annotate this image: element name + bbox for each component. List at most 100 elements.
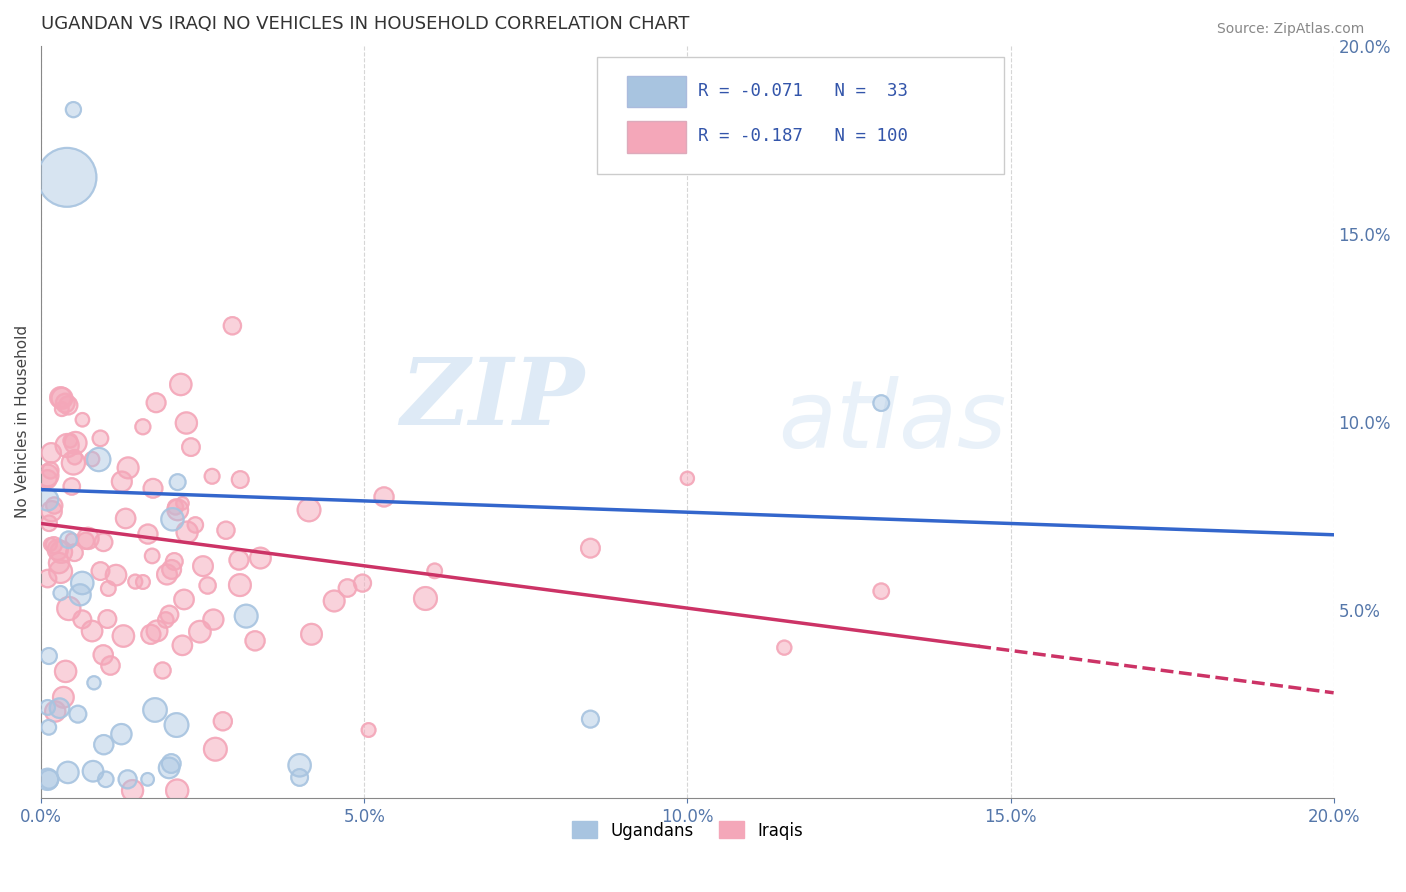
Point bbox=[51, 402, 73, 417]
Point bbox=[211, 714, 233, 729]
Text: R = -0.187   N = 100: R = -0.187 N = 100 bbox=[697, 127, 908, 145]
Point bbox=[202, 613, 225, 627]
Point bbox=[63, 546, 86, 560]
Point bbox=[91, 648, 114, 662]
Point bbox=[201, 469, 224, 483]
Point bbox=[197, 578, 219, 592]
Point bbox=[49, 565, 72, 579]
Point bbox=[352, 576, 374, 591]
Point bbox=[288, 771, 311, 785]
Point bbox=[82, 764, 104, 779]
Point bbox=[39, 446, 62, 460]
Point bbox=[415, 591, 437, 606]
Point bbox=[579, 541, 602, 556]
Point bbox=[110, 727, 132, 741]
Point bbox=[191, 559, 214, 574]
Point bbox=[37, 772, 59, 787]
Point bbox=[166, 503, 188, 517]
Point bbox=[676, 471, 699, 485]
Point bbox=[142, 481, 165, 495]
Point bbox=[170, 377, 193, 392]
Point bbox=[55, 665, 77, 679]
Point bbox=[157, 761, 180, 775]
Point bbox=[44, 705, 66, 719]
Point bbox=[180, 440, 202, 454]
Point bbox=[228, 553, 250, 567]
Point bbox=[166, 503, 188, 517]
Point bbox=[111, 475, 134, 489]
Point bbox=[83, 675, 105, 690]
Point bbox=[72, 612, 94, 626]
Point bbox=[72, 413, 94, 427]
Point bbox=[44, 499, 66, 513]
Point bbox=[56, 170, 79, 185]
Point bbox=[143, 703, 166, 717]
Point bbox=[56, 765, 79, 780]
Point bbox=[579, 541, 602, 556]
Point bbox=[44, 499, 66, 513]
Point bbox=[136, 772, 159, 787]
Point bbox=[48, 556, 70, 570]
Point bbox=[141, 549, 163, 563]
Point bbox=[94, 772, 117, 787]
Point bbox=[82, 764, 104, 779]
Point bbox=[152, 664, 174, 678]
Point bbox=[49, 391, 72, 405]
Point bbox=[180, 440, 202, 454]
Point bbox=[136, 772, 159, 787]
Point bbox=[357, 723, 380, 737]
Point bbox=[58, 398, 80, 412]
Point bbox=[38, 516, 60, 531]
Point bbox=[37, 472, 59, 486]
Point bbox=[117, 772, 139, 787]
Point bbox=[48, 701, 70, 715]
Point bbox=[39, 446, 62, 460]
Point bbox=[288, 771, 311, 785]
Point bbox=[166, 783, 188, 797]
Point bbox=[38, 648, 60, 663]
Point bbox=[152, 664, 174, 678]
Point bbox=[66, 707, 89, 722]
Point bbox=[156, 567, 179, 582]
Point bbox=[301, 627, 323, 641]
Point bbox=[89, 564, 111, 578]
Point bbox=[184, 517, 207, 532]
Point bbox=[42, 538, 65, 552]
Point bbox=[163, 554, 186, 568]
Point bbox=[423, 564, 446, 578]
Point bbox=[72, 612, 94, 626]
Point bbox=[870, 584, 893, 599]
Point bbox=[166, 475, 188, 489]
Point bbox=[160, 756, 183, 771]
Point bbox=[139, 627, 162, 641]
Point bbox=[870, 584, 893, 599]
Point bbox=[215, 523, 238, 537]
Point bbox=[676, 471, 699, 485]
Point bbox=[62, 456, 84, 470]
Point bbox=[58, 398, 80, 412]
Point bbox=[166, 718, 188, 732]
Point bbox=[221, 318, 243, 333]
Point bbox=[38, 648, 60, 663]
Point bbox=[132, 419, 155, 434]
Point bbox=[80, 624, 103, 638]
Point bbox=[229, 578, 252, 592]
Point bbox=[100, 658, 122, 673]
Point bbox=[97, 582, 120, 596]
Point bbox=[298, 503, 321, 517]
Point bbox=[170, 377, 193, 392]
Point bbox=[136, 527, 159, 541]
Point bbox=[229, 473, 252, 487]
Point bbox=[38, 720, 60, 734]
Point bbox=[188, 624, 211, 639]
Point bbox=[105, 568, 128, 582]
Point bbox=[773, 640, 796, 655]
Point bbox=[243, 633, 266, 648]
Point bbox=[60, 479, 83, 493]
Point bbox=[145, 396, 167, 410]
Point bbox=[89, 431, 111, 445]
Point bbox=[373, 490, 395, 504]
Point bbox=[89, 431, 111, 445]
Point bbox=[136, 527, 159, 541]
Point bbox=[75, 533, 97, 548]
